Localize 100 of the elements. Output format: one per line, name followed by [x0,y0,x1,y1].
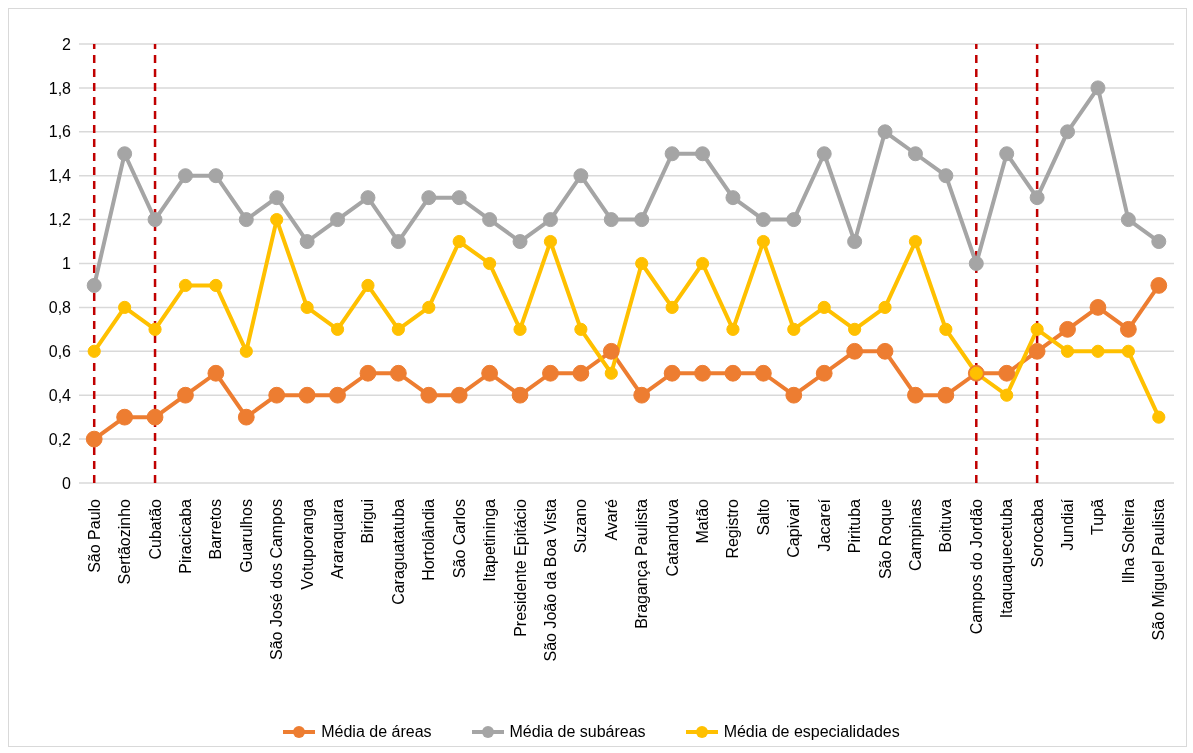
x-tick-label: Pirituba [846,498,864,554]
x-tick-label: São João da Boa Vista [541,498,559,662]
point [1151,234,1167,250]
point [1060,124,1076,140]
x-tick-label: Avaré [602,498,620,541]
point [756,234,770,249]
point [452,234,466,249]
point [86,277,102,293]
point [207,364,225,382]
x-tick-label: Catanduva [663,498,681,577]
point [361,278,375,293]
point [513,322,527,336]
x-tick-label: Itaquaquecetuba [998,498,1016,619]
y-tick-label: 1,4 [48,167,72,185]
point [270,213,284,227]
point [937,386,955,404]
point [208,168,224,184]
point [816,146,832,162]
x-tick-label: Ilha Solteira [1119,498,1137,584]
point [360,190,376,206]
x-tick-label: Hortolândia [420,498,438,581]
legend-label: Média de subáreas [509,723,646,741]
x-tick-label: Jacareí [815,498,833,552]
point [237,408,255,426]
point [511,386,529,404]
point [754,364,772,382]
y-tick-label: 2 [62,35,72,53]
point [542,212,558,228]
point [177,168,193,184]
point [1059,320,1076,338]
point [1090,80,1106,96]
point [724,364,742,382]
y-tick-label: 0,6 [48,342,72,360]
y-tick-label: 1 [62,255,72,273]
legend-label: Média de especialidades [723,723,900,741]
point [117,146,133,162]
point [1000,388,1014,402]
point [329,386,346,404]
x-tick-label: Registro [724,498,742,559]
x-tick-label: Araraquara [329,498,347,580]
x-tick-label: Cubatão [146,498,164,560]
point [815,364,833,382]
point [694,364,711,382]
point [391,322,405,336]
point [878,300,892,314]
point [238,212,254,228]
x-tick-label: Presidente Epitácio [511,498,529,637]
point [148,322,162,336]
point [635,256,649,271]
x-tick-label: São José dos Campos [268,499,286,660]
point [482,212,498,228]
point [908,234,923,249]
point [359,364,377,382]
x-tick-label: Matão [694,498,712,544]
x-tick-label: Bragança Paulista [633,498,651,629]
point [300,300,314,314]
point [116,408,134,426]
point [633,386,651,404]
point [725,190,741,206]
point [999,146,1015,162]
point [604,366,618,380]
x-tick-label: Birigui [359,499,377,544]
point [209,278,223,293]
point [1028,342,1046,360]
point [1120,212,1136,228]
x-tick-label: Capivari [785,499,803,558]
point [817,300,831,314]
point [269,190,285,206]
point [939,322,953,336]
point [695,256,710,271]
point [665,300,679,314]
point [87,344,101,358]
y-tick-label: 0,2 [48,430,72,448]
point [422,300,436,314]
point [421,190,437,206]
point [389,364,407,382]
point [481,364,499,382]
x-tick-label: Sertãozinho [116,498,134,585]
point [755,212,771,228]
point [147,212,163,228]
x-tick-label: São Miguel Paulista [1150,498,1168,641]
x-tick-label: Caraguatatuba [389,498,407,605]
point [299,234,315,250]
point [1089,299,1107,316]
point [390,234,406,250]
x-tick-label: São Paulo [85,498,103,573]
point [695,146,711,162]
point [634,212,650,228]
point [1030,322,1044,336]
y-tick-label: 1,8 [48,79,72,97]
point [1091,344,1105,358]
y-tick-label: 1,6 [48,123,72,141]
point [542,364,559,382]
point [451,190,467,206]
point [726,322,740,336]
point [602,342,620,360]
point [239,344,253,358]
y-tick-label: 0,4 [48,386,72,404]
x-tick-label: Jundiaí [1059,498,1077,551]
point [1119,320,1137,338]
